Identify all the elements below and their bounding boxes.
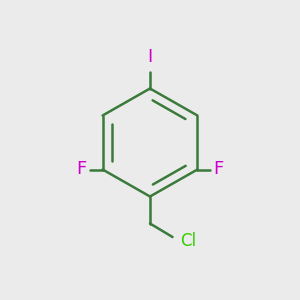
Text: Cl: Cl	[180, 232, 196, 250]
Text: F: F	[213, 160, 224, 178]
Text: I: I	[147, 48, 153, 66]
Text: F: F	[76, 160, 87, 178]
